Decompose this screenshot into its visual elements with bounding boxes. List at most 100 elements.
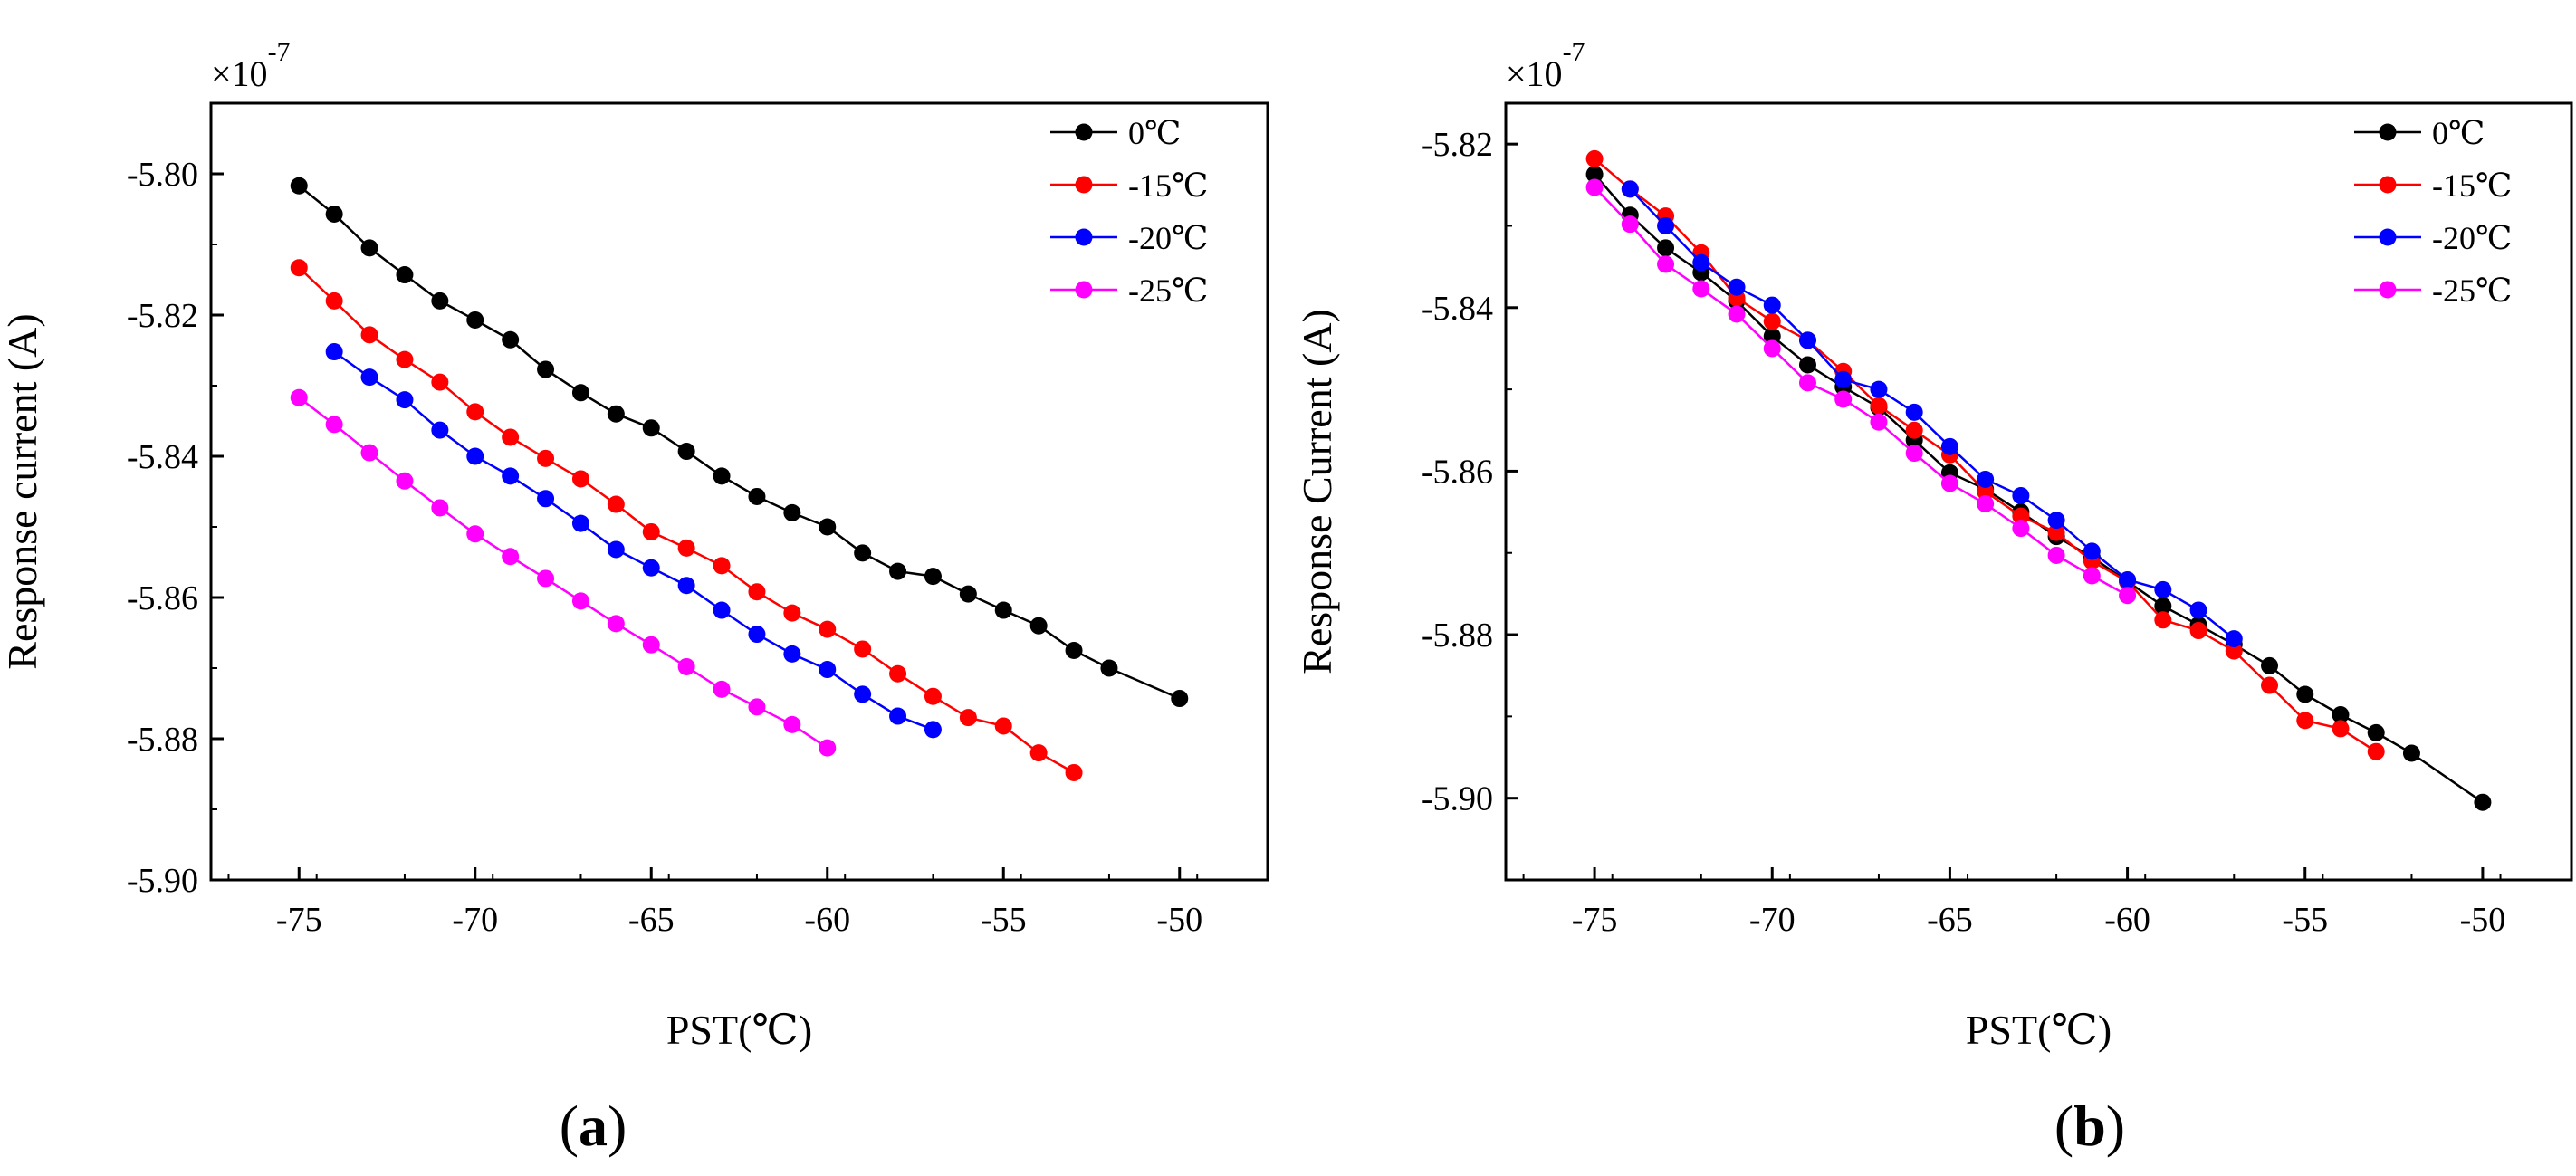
y-tick-label: -5.82	[1422, 126, 1493, 164]
data-point	[1657, 239, 1675, 257]
series-line	[1629, 187, 2236, 640]
data-point	[748, 626, 766, 644]
data-point	[502, 428, 520, 446]
panel-a: -75 -70 -65 -60 -55 -50 -5.80 -5.82 -5.84 -5.86 -5…	[0, 37, 1269, 1158]
data-point	[1798, 356, 1816, 374]
data-point	[713, 557, 731, 575]
data-point	[396, 391, 414, 409]
legend-label: -15℃	[1128, 167, 1208, 204]
data-point	[2154, 580, 2172, 598]
y-tick-label: -5.90	[1422, 780, 1493, 818]
data-point	[1065, 642, 1083, 659]
data-point	[677, 657, 695, 675]
data-point	[819, 661, 837, 679]
data-point	[819, 518, 837, 536]
data-point	[1977, 483, 1995, 501]
data-point	[1870, 380, 1888, 398]
data-point	[325, 416, 343, 434]
legend-label: -25℃	[2432, 272, 2512, 309]
data-point	[2225, 630, 2243, 648]
series-3	[1585, 178, 2137, 605]
x-tick-label: -55	[2282, 901, 2328, 939]
data-point	[1763, 327, 1781, 345]
data-point	[889, 562, 907, 580]
data-point	[537, 449, 555, 467]
data-point	[466, 311, 484, 329]
x-axis-title: PST(℃)	[1966, 1007, 2112, 1053]
panel-label: (a)	[560, 1094, 627, 1158]
data-point	[2047, 523, 2065, 541]
data-point	[396, 350, 414, 368]
data-point	[994, 601, 1012, 619]
data-point	[819, 739, 837, 757]
data-point	[854, 544, 872, 562]
data-point	[1798, 331, 1816, 349]
data-point	[1692, 253, 1710, 272]
data-point	[2367, 723, 2385, 741]
data-point	[431, 373, 449, 391]
data-point	[1870, 397, 1888, 415]
data-point	[1977, 470, 1995, 488]
data-point	[748, 583, 766, 601]
data-point	[607, 540, 625, 559]
x-tick-label: -55	[981, 901, 1027, 939]
data-point	[2296, 712, 2314, 730]
series-line	[333, 350, 934, 731]
data-point	[466, 525, 484, 543]
legend-marker	[2379, 176, 2397, 194]
y-tick-label: -5.90	[127, 862, 198, 900]
data-point	[783, 645, 801, 663]
y-tick-label: -5.88	[127, 721, 198, 759]
x-tick-label: -75	[1572, 901, 1618, 939]
data-point	[1940, 474, 1958, 492]
data-point	[1905, 421, 1923, 439]
data-point	[1657, 216, 1675, 234]
data-point	[325, 343, 343, 361]
data-point	[396, 266, 414, 284]
y-multiplier: ×10-7	[1506, 37, 1585, 94]
data-point	[677, 539, 695, 557]
data-point	[571, 384, 589, 402]
series-3	[290, 388, 837, 757]
data-point	[466, 403, 484, 421]
data-point	[537, 360, 555, 378]
data-point	[1585, 166, 1604, 184]
data-point	[571, 592, 589, 610]
data-point	[1763, 296, 1781, 314]
data-point	[924, 721, 942, 739]
x-tick-label: -70	[1749, 901, 1796, 939]
data-point	[2047, 512, 2065, 530]
data-point	[1100, 659, 1118, 677]
x-tick-label: -60	[2104, 901, 2150, 939]
data-point	[889, 707, 907, 725]
data-point	[2083, 567, 2101, 585]
data-point	[1692, 280, 1710, 298]
legend-label: -25℃	[1128, 272, 1208, 309]
data-point	[607, 495, 625, 513]
data-point	[2261, 676, 2279, 694]
data-point	[1870, 413, 1888, 431]
data-point	[1621, 215, 1639, 234]
legend-label: -20℃	[2432, 220, 2512, 256]
x-tick-label: -50	[1156, 901, 1202, 939]
data-point	[607, 405, 625, 423]
data-point	[854, 685, 872, 703]
data-point	[502, 548, 520, 566]
data-point	[2402, 744, 2420, 762]
data-point	[1585, 178, 1604, 196]
data-point	[1798, 374, 1816, 392]
data-point	[1621, 180, 1639, 198]
series-line	[1594, 173, 2484, 804]
y-tick-label: -5.84	[127, 438, 198, 476]
data-point	[2012, 487, 2030, 505]
data-point	[713, 467, 731, 485]
y-tick-label: -5.88	[1422, 617, 1493, 655]
data-point	[466, 447, 484, 465]
data-point	[783, 604, 801, 622]
y-multiplier: ×10-7	[211, 37, 291, 94]
y-multiplier-exponent: -7	[268, 37, 291, 67]
data-point	[2189, 622, 2207, 640]
x-axis-title: PST(℃)	[666, 1007, 812, 1053]
data-point	[571, 514, 589, 532]
